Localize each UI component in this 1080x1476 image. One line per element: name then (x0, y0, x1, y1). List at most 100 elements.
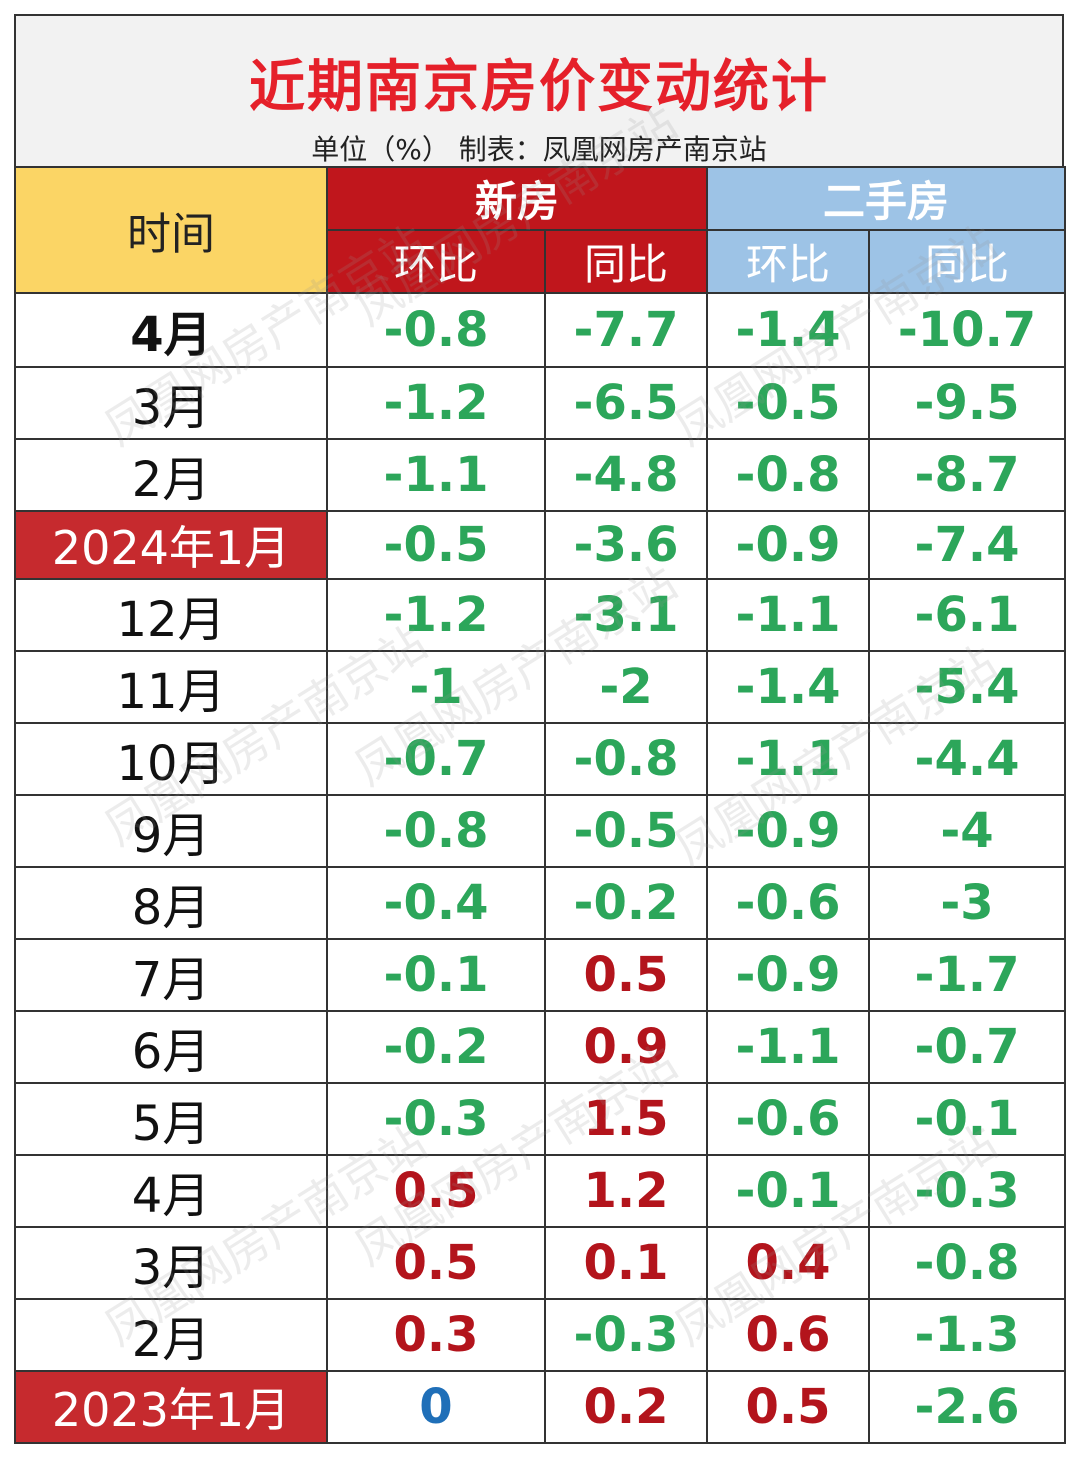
month-cell: 6月 (14, 1010, 328, 1084)
table-row: 7月 -0.1 0.5 -0.9 -1.7 (14, 938, 1067, 1012)
new-yoy-cell: -2 (543, 650, 709, 724)
table-row: 4月 0.5 1.2 -0.1 -0.3 (14, 1154, 1067, 1228)
sec-yoy-cell: -1.7 (868, 938, 1067, 1012)
month-cell: 5月 (14, 1082, 328, 1156)
month-cell: 3月 (14, 366, 328, 440)
month-cell: 11月 (14, 650, 328, 724)
month-cell: 12月 (14, 578, 328, 652)
second-hand-mom-header: 环比 (706, 229, 871, 294)
new-yoy-cell: -6.5 (543, 366, 709, 440)
sec-mom-cell: 0.6 (706, 1298, 871, 1372)
sec-yoy-cell: -1.3 (868, 1298, 1067, 1372)
new-yoy-cell: 1.2 (543, 1154, 709, 1228)
new-mom-cell: -0.2 (326, 1010, 546, 1084)
new-yoy-cell: -0.3 (543, 1298, 709, 1372)
table-row: 5月 -0.3 1.5 -0.6 -0.1 (14, 1082, 1067, 1156)
sec-yoy-cell: -0.8 (868, 1226, 1067, 1300)
new-yoy-cell: -3.1 (543, 578, 709, 652)
price-change-table: 时间 新房 二手房 环比 同比 环比 同比 4月 -0.8 -7.7 -1.4 -10.… (14, 166, 1067, 1444)
table-row: 4月 -0.8 -7.7 -1.4 -10.7 (14, 292, 1067, 368)
sec-mom-cell: -0.5 (706, 366, 871, 440)
sec-yoy-cell: -9.5 (868, 366, 1067, 440)
sec-mom-cell: -0.6 (706, 1082, 871, 1156)
month-cell: 2月 (14, 1298, 328, 1372)
month-cell: 3月 (14, 1226, 328, 1300)
sec-mom-cell: -0.9 (706, 938, 871, 1012)
sec-yoy-cell: -7.4 (868, 510, 1067, 580)
sec-yoy-cell: -5.4 (868, 650, 1067, 724)
sec-yoy-cell: -10.7 (868, 292, 1067, 368)
sec-yoy-cell: -3 (868, 866, 1067, 940)
page-title: 近期南京房价变动统计 (249, 55, 829, 120)
new-mom-cell: -0.8 (326, 292, 546, 368)
second-hand-header: 二手房 (706, 166, 1067, 231)
sec-mom-cell: -1.4 (706, 292, 871, 368)
month-cell: 4月 (14, 292, 328, 368)
new-yoy-cell: 1.5 (543, 1082, 709, 1156)
sec-yoy-cell: -8.7 (868, 438, 1067, 512)
new-yoy-cell: 0.1 (543, 1226, 709, 1300)
new-house-header: 新房 (325, 166, 709, 231)
table-row: 6月 -0.2 0.9 -1.1 -0.7 (14, 1010, 1067, 1084)
table-row: 3月 -1.2 -6.5 -0.5 -9.5 (14, 366, 1067, 440)
sec-mom-cell: -0.9 (706, 794, 871, 868)
table-row: 2月 0.3 -0.3 0.6 -1.3 (14, 1298, 1067, 1372)
new-yoy-cell: -0.8 (543, 722, 709, 796)
table-row: 2024年1月 -0.5 -3.6 -0.9 -7.4 (14, 510, 1067, 580)
sec-mom-cell: 0.5 (706, 1370, 871, 1444)
sec-mom-cell: -0.1 (706, 1154, 871, 1228)
month-cell: 8月 (14, 866, 328, 940)
new-mom-cell: -1 (326, 650, 546, 724)
new-mom-cell: -0.7 (326, 722, 546, 796)
new-yoy-cell: -7.7 (543, 292, 709, 368)
table-row: 2月 -1.1 -4.8 -0.8 -8.7 (14, 438, 1067, 512)
sec-mom-cell: -0.6 (706, 866, 871, 940)
new-mom-cell: -0.5 (326, 510, 546, 580)
month-cell: 9月 (14, 794, 328, 868)
new-mom-cell: -1.2 (326, 366, 546, 440)
sec-mom-cell: -1.1 (706, 722, 871, 796)
page-subtitle: 单位（%） 制表：凤凰网房产南京站 (311, 133, 767, 166)
table-row: 8月 -0.4 -0.2 -0.6 -3 (14, 866, 1067, 940)
time-column-header: 时间 (14, 166, 328, 294)
sec-mom-cell: 0.4 (706, 1226, 871, 1300)
table-row: 9月 -0.8 -0.5 -0.9 -4 (14, 794, 1067, 868)
sec-mom-cell: -0.9 (706, 510, 871, 580)
table-row: 2023年1月 0 0.2 0.5 -2.6 (14, 1370, 1067, 1444)
month-cell: 2023年1月 (14, 1370, 328, 1444)
sec-mom-cell: -1.1 (706, 578, 871, 652)
new-yoy-cell: -0.5 (543, 794, 709, 868)
new-yoy-cell: 0.2 (543, 1370, 709, 1444)
table-header-banner: 近期南京房价变动统计 单位（%） 制表：凤凰网房产南京站 (14, 14, 1064, 166)
sec-yoy-cell: -0.7 (868, 1010, 1067, 1084)
month-cell: 2024年1月 (14, 510, 328, 580)
table-row: 11月 -1 -2 -1.4 -5.4 (14, 650, 1067, 724)
sec-yoy-cell: -0.3 (868, 1154, 1067, 1228)
new-mom-cell: -1.1 (326, 438, 546, 512)
new-mom-cell: -0.8 (326, 794, 546, 868)
new-house-yoy-header: 同比 (543, 229, 709, 294)
new-yoy-cell: -3.6 (543, 510, 709, 580)
sec-mom-cell: -1.1 (706, 1010, 871, 1084)
sec-yoy-cell: -6.1 (868, 578, 1067, 652)
table-body: 4月 -0.8 -7.7 -1.4 -10.7 3月 -1.2 -6.5 -0.5 -9.5 2月 -… (14, 292, 1067, 1444)
sec-yoy-cell: -4.4 (868, 722, 1067, 796)
sec-mom-cell: -1.4 (706, 650, 871, 724)
table-row: 10月 -0.7 -0.8 -1.1 -4.4 (14, 722, 1067, 796)
sec-yoy-cell: -0.1 (868, 1082, 1067, 1156)
new-mom-cell: -0.4 (326, 866, 546, 940)
table-row: 3月 0.5 0.1 0.4 -0.8 (14, 1226, 1067, 1300)
second-hand-yoy-header: 同比 (868, 229, 1067, 294)
month-cell: 4月 (14, 1154, 328, 1228)
month-cell: 10月 (14, 722, 328, 796)
new-mom-cell: 0 (326, 1370, 546, 1444)
sec-yoy-cell: -4 (868, 794, 1067, 868)
table-row: 12月 -1.2 -3.1 -1.1 -6.1 (14, 578, 1067, 652)
new-yoy-cell: -0.2 (543, 866, 709, 940)
new-yoy-cell: -4.8 (543, 438, 709, 512)
sec-mom-cell: -0.8 (706, 438, 871, 512)
new-yoy-cell: 0.9 (543, 1010, 709, 1084)
new-mom-cell: -1.2 (326, 578, 546, 652)
new-mom-cell: -0.3 (326, 1082, 546, 1156)
new-yoy-cell: 0.5 (543, 938, 709, 1012)
